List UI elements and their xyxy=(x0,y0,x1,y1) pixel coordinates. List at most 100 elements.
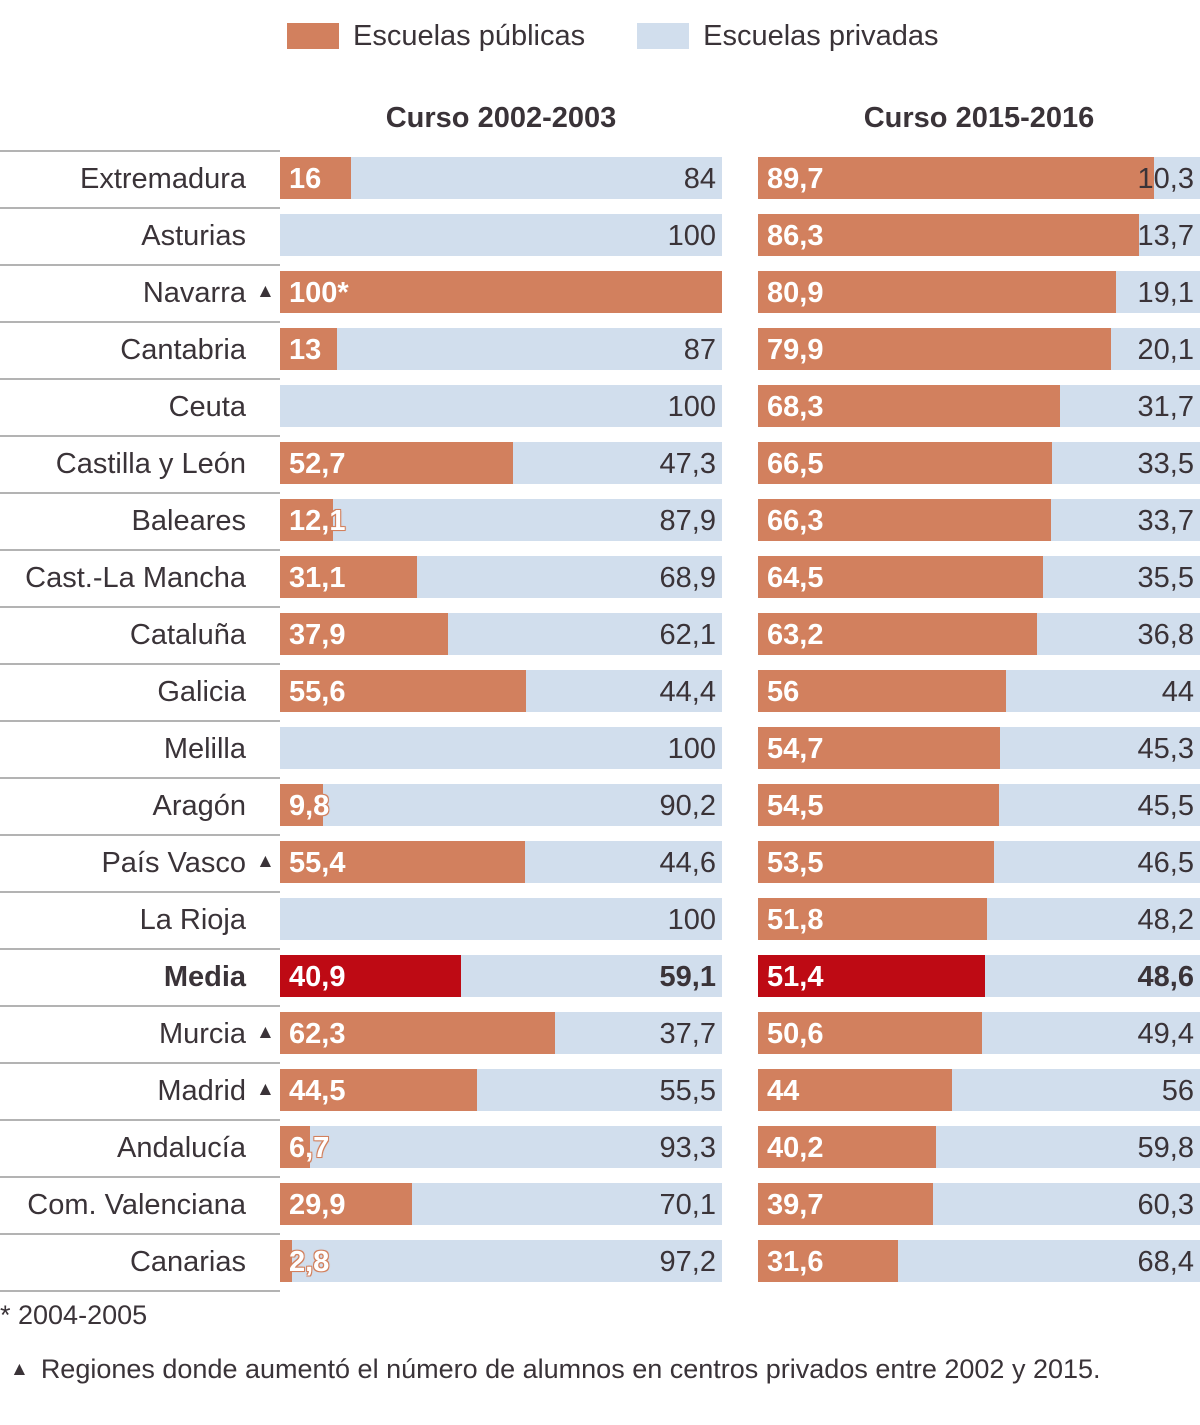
bar-public-y2015 xyxy=(758,898,987,940)
data-label-public-y2015: 54,5 xyxy=(767,790,824,822)
bar-public-y2015 xyxy=(758,670,1006,712)
bar-track-y2015: 51,8 48,2 xyxy=(758,898,1200,940)
bar-track-y2015: 80,9 19,1 xyxy=(758,271,1200,313)
row-divider xyxy=(0,549,280,551)
bar-track-y2015: 68,3 31,7 xyxy=(758,385,1200,427)
footnote-triangle-text: Regiones donde aumentó el número de alum… xyxy=(40,1354,1101,1384)
bar-public-y2002 xyxy=(280,841,525,883)
chart-row: Media 40,9 59,1 51,4 48,6 xyxy=(0,948,1200,1005)
bar-track-y2015: 39,7 60,3 xyxy=(758,1183,1200,1225)
legend-swatch-public xyxy=(287,23,339,49)
data-label-private-y2015: 20,1 xyxy=(1137,334,1194,366)
bar-private-y2015 xyxy=(1051,499,1200,541)
legend: Escuelas públicas Escuelas privadas xyxy=(287,18,990,54)
bar-track-y2015: 66,3 33,7 xyxy=(758,499,1200,541)
region-label: Castilla y León xyxy=(55,448,246,480)
bar-private-y2002 xyxy=(417,556,722,598)
bar-public-y2002 xyxy=(280,1183,413,1225)
footnote-triangle: ▲ Regiones donde aumentó el número de alu… xyxy=(10,1354,1101,1385)
data-label-public-y2015: 31,6 xyxy=(767,1246,824,1278)
region-label: Canarias xyxy=(129,1246,246,1278)
data-label-private-y2015: 45,5 xyxy=(1137,790,1194,822)
bar-private-y2015 xyxy=(933,1183,1200,1225)
bar-public-y2015 xyxy=(758,328,1112,370)
bar-track-y2002: 29,9 70,1 xyxy=(280,1183,722,1225)
bar-private-y2002 xyxy=(333,499,722,541)
bar-private-y2015 xyxy=(1139,214,1200,256)
bar-public-y2015 xyxy=(758,1240,898,1282)
row-divider xyxy=(0,264,280,266)
bar-public-y2002 xyxy=(280,1126,310,1168)
bar-track-y2002: 12,1 87,9 xyxy=(280,499,722,541)
row-divider xyxy=(0,321,280,323)
data-label-private-y2015: 44 xyxy=(1161,676,1194,708)
bar-track-y2015: 54,7 45,3 xyxy=(758,727,1200,769)
data-label-public-y2015: 89,7 xyxy=(767,163,824,195)
data-label-private-y2015: 46,5 xyxy=(1137,847,1194,879)
data-label-public-y2015: 66,5 xyxy=(767,448,824,480)
bar-track-y2015: 40,2 59,8 xyxy=(758,1126,1200,1168)
data-label-private-y2015: 35,5 xyxy=(1137,562,1194,594)
footnote-asterisk: * 2004-2005 xyxy=(0,1300,148,1330)
data-label-public-y2015: 50,6 xyxy=(767,1018,824,1050)
data-label-private-y2002: 55,5 xyxy=(659,1075,716,1107)
data-label-public-y2002: 55,6 xyxy=(289,676,346,708)
bar-public-y2015 xyxy=(758,214,1140,256)
bar-track-y2002: 13 87 xyxy=(280,328,722,370)
bar-track-y2015: 31,6 68,4 xyxy=(758,1240,1200,1282)
bar-public-y2015 xyxy=(758,784,999,826)
data-label-private-y2002: 87,9 xyxy=(659,505,716,537)
region-label: La Rioja xyxy=(139,904,246,936)
region-label: Madrid xyxy=(157,1075,246,1107)
bar-track-y2015: 53,5 46,5 xyxy=(758,841,1200,883)
bar-public-y2002 xyxy=(280,556,418,598)
row-divider xyxy=(0,207,280,209)
data-label-public-y2002: 12,1 xyxy=(289,505,346,537)
legend-label-public: Escuelas públicas xyxy=(353,19,586,52)
bar-public-y2002 xyxy=(280,1012,556,1054)
data-label-private-y2015: 33,7 xyxy=(1137,505,1194,537)
bar-track-y2002: 9,8 90,2 xyxy=(280,784,722,826)
bar-private-y2015 xyxy=(986,898,1200,940)
bar-private-y2002 xyxy=(460,955,722,997)
row-divider xyxy=(0,1119,280,1121)
data-label-private-y2002: 84 xyxy=(683,163,716,195)
bar-private-y2015 xyxy=(998,784,1200,826)
data-label-public-y2015: 64,5 xyxy=(767,562,824,594)
bar-public-y2015 xyxy=(758,1012,982,1054)
row-divider xyxy=(0,1062,280,1064)
data-label-public-y2015: 53,5 xyxy=(767,847,824,879)
bar-private-y2015 xyxy=(1115,271,1200,313)
data-label-public-y2002: 29,9 xyxy=(289,1189,346,1221)
data-label-private-y2015: 56 xyxy=(1161,1075,1194,1107)
row-divider xyxy=(0,435,280,437)
bar-public-y2015 xyxy=(758,955,986,997)
row-divider xyxy=(0,1233,280,1235)
data-label-public-y2015: 51,4 xyxy=(767,961,824,993)
chart-row: Canarias 2,8 97,2 31,6 68,4 xyxy=(0,1233,1200,1290)
bar-track-y2002: 44,5 55,5 xyxy=(280,1069,722,1111)
bar-private-y2015 xyxy=(985,955,1200,997)
data-label-public-y2002: 37,9 xyxy=(289,619,346,651)
data-label-public-y2015: 80,9 xyxy=(767,277,824,309)
data-label-private-y2015: 48,2 xyxy=(1137,904,1194,936)
chart-row: Melilla 100 54,7 45,3 xyxy=(0,720,1200,777)
data-label-private-y2002: 68,9 xyxy=(659,562,716,594)
bar-private-y2015 xyxy=(1154,157,1200,199)
legend-item-private: Escuelas privadas xyxy=(637,20,938,53)
bar-track-y2002: 62,3 37,7 xyxy=(280,1012,722,1054)
chart-row: Madrid ▲ 44,5 55,5 44 56 xyxy=(0,1062,1200,1119)
bar-private-y2015 xyxy=(1043,556,1200,598)
region-label: Melilla xyxy=(163,733,246,765)
row-divider xyxy=(0,834,280,836)
region-label: Navarra xyxy=(142,277,246,309)
chart-row: Aragón 9,8 90,2 54,5 45,5 xyxy=(0,777,1200,834)
bar-public-y2002 xyxy=(280,499,334,541)
data-label-private-y2002: 44,6 xyxy=(659,847,716,879)
bar-track-y2015: 50,6 49,4 xyxy=(758,1012,1200,1054)
bar-public-y2002 xyxy=(280,955,461,997)
bar-private-y2015 xyxy=(935,1126,1200,1168)
bar-public-y2015 xyxy=(758,1069,953,1111)
bar-private-y2015 xyxy=(1051,442,1200,484)
bar-public-y2015 xyxy=(758,157,1155,199)
